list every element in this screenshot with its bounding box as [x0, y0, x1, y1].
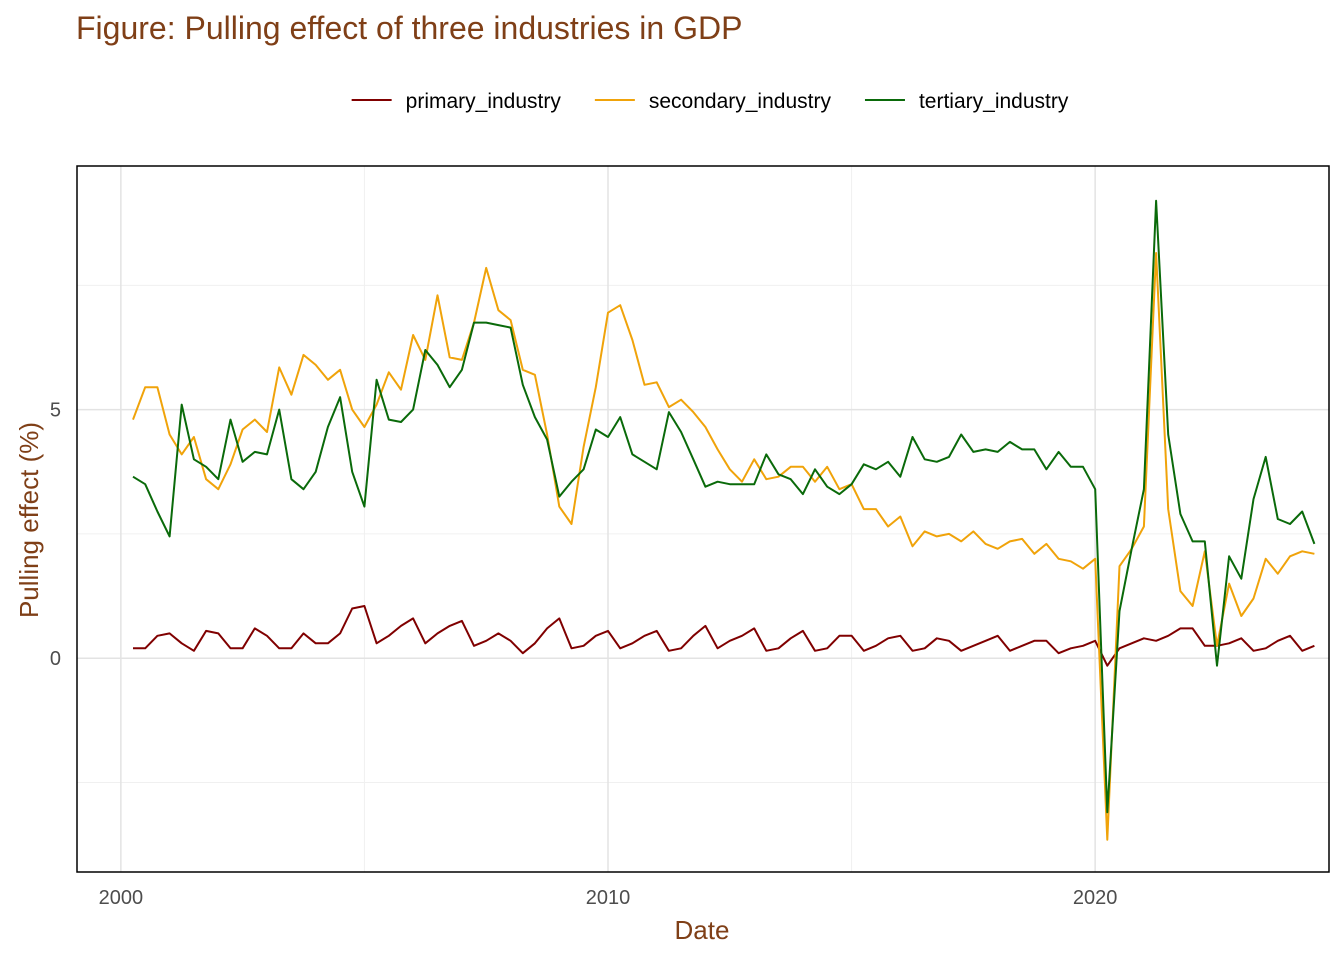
series-line-secondary_industry	[132, 252, 1315, 841]
y-tick-label: 0	[50, 648, 61, 670]
chart-title: Figure: Pulling effect of three industri…	[76, 10, 743, 46]
minor-gridlines	[77, 166, 1329, 872]
series-line-primary_industry	[133, 605, 1315, 667]
x-tick-label: 2000	[99, 887, 144, 909]
y-tick-label: 5	[50, 400, 61, 422]
major-gridlines	[77, 166, 1329, 872]
legend: primary_industry secondary_industry tertia…	[351, 90, 1069, 113]
x-axis-ticks: 2000 2010 2020	[99, 887, 1118, 909]
series-line-tertiary_industry	[132, 199, 1316, 814]
legend-label: secondary_industry	[649, 90, 832, 113]
legend-label: primary_industry	[406, 90, 562, 113]
x-tick-label: 2010	[586, 887, 631, 909]
plot-panel-border	[76, 165, 1330, 873]
x-axis-title: Date	[675, 915, 730, 945]
series-lines	[132, 199, 1316, 841]
legend-label: tertiary_industry	[919, 90, 1069, 113]
x-tick-label: 2020	[1073, 887, 1118, 909]
legend-item-secondary_industry: secondary_industry	[594, 90, 832, 113]
legend-item-tertiary_industry: tertiary_industry	[864, 90, 1069, 113]
y-axis-ticks: 05	[50, 400, 61, 671]
legend-item-primary_industry: primary_industry	[351, 90, 562, 113]
y-axis-title: Pulling effect (%)	[14, 422, 44, 618]
